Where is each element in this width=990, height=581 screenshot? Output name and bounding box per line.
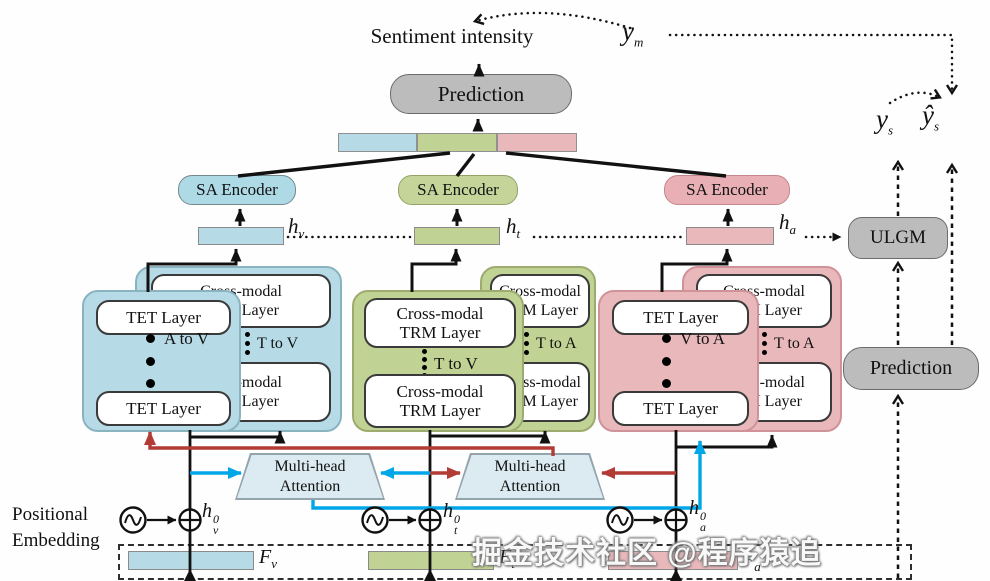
ellipsis-dots-icon [524, 332, 529, 355]
hv-label: hv [288, 214, 305, 242]
sa-encoder-audio: SA Encoder [664, 175, 790, 205]
visual-tet-front-panel: TET Layer A to V TET Layer [82, 290, 241, 432]
audio-back-route: T to A [762, 332, 815, 355]
dot-icon [146, 334, 155, 343]
positional-embedding-label: Positional Embedding [12, 504, 100, 551]
positional-encoding-icon [119, 506, 147, 534]
text-back-route: T to A [524, 332, 577, 355]
ys-label: ys [876, 104, 894, 138]
multihead-attention-right: Multi-head Attention [455, 453, 605, 500]
watermark: 掘金技术社区 @程序猿追 [472, 537, 822, 570]
ellipsis-dots-icon [762, 332, 767, 355]
ft-label: Ft [499, 546, 515, 571]
fusion-prediction-box: Prediction [390, 74, 572, 114]
ys-hat-label: ŷs [922, 100, 940, 134]
audio-route-label: V to A [680, 329, 726, 348]
fv-input-bar [128, 551, 254, 570]
fv-label: Fv [259, 546, 277, 571]
ha-feature-bar [686, 227, 774, 245]
sa-encoder-text: SA Encoder [398, 175, 518, 205]
ht-feature-bar [414, 227, 500, 245]
sa-encoder-visual: SA Encoder [178, 175, 296, 205]
text-trm-front-panel: Cross-modal TRM Layer T to V Cross-modal T… [352, 290, 524, 432]
ulgm-box: ULGM [848, 217, 948, 259]
concat-feature-bar [338, 133, 577, 152]
ellipsis-dots-icon [245, 332, 250, 355]
positional-encoding-icon [361, 506, 389, 534]
input-features-group [118, 544, 912, 580]
concat-visual-segment [338, 133, 417, 152]
concat-text-segment [417, 133, 497, 152]
unimodal-prediction-box: Prediction [843, 347, 979, 390]
hv-feature-bar [198, 227, 284, 245]
dot-icon [662, 334, 671, 343]
add-icon [178, 508, 202, 532]
audio-tet-front-panel: TET Layer V to A TET Layer [598, 290, 759, 432]
ht-label: ht [506, 214, 521, 242]
dot-icon [662, 379, 671, 388]
fa-label: Fa [742, 549, 761, 574]
ha-label: ha [779, 210, 796, 238]
dot-icon [662, 357, 671, 366]
audio-tet-layer-bottom: TET Layer [612, 391, 749, 426]
ym-label: ym [622, 16, 644, 50]
concat-audio-segment [497, 133, 577, 152]
multihead-attention-left: Multi-head Attention [235, 453, 385, 500]
visual-tet-layer-top: TET Layer [96, 300, 231, 335]
sentiment-intensity-label: Sentiment intensity [370, 24, 534, 48]
dot-icon [146, 357, 155, 366]
dot-icon [146, 379, 155, 388]
visual-tet-layer-bottom: TET Layer [96, 391, 231, 426]
audio-tet-layer-top: TET Layer [612, 300, 749, 335]
text-trm-layer-top: Cross-modal TRM Layer [364, 298, 516, 348]
visual-back-route: T to V [245, 332, 298, 355]
add-icon [418, 508, 442, 532]
audio-to-visual-red-arrows [144, 431, 676, 479]
visual-route-label: A to V [164, 329, 210, 348]
text-trm-layer-bottom: Cross-modal TRM Layer [364, 374, 516, 428]
